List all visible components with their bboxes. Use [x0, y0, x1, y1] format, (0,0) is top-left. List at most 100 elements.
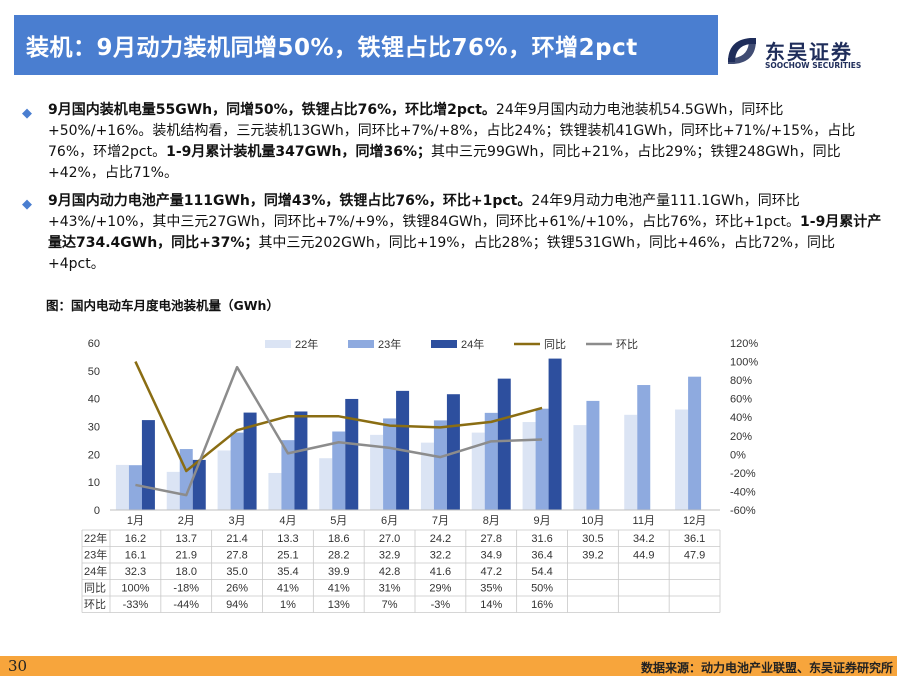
table-row-label: 24年 — [84, 564, 107, 578]
x-tick-label: 8月 — [483, 515, 500, 527]
bar-23年 — [128, 465, 142, 510]
y-right-tick-label: 40% — [730, 412, 752, 424]
y-right-tick-label: 0% — [730, 449, 746, 461]
y-right-tick-label: -60% — [730, 505, 756, 517]
bullet-item: ◆ 9月国内装机电量55GWh，同增50%，铁锂占比76%，环比增2pct。24… — [22, 100, 884, 184]
table-cell: 35.0 — [226, 566, 247, 578]
legend-label: 22年 — [295, 337, 318, 351]
table-cell: 31.6 — [531, 533, 552, 545]
bar-23年 — [637, 385, 651, 510]
bar-22年 — [115, 464, 129, 510]
line-同比 — [134, 361, 543, 473]
bullet-text: 24年9月动力电池产量111.1GWh，同环比+43%/+10%，其中三元27G… — [48, 193, 801, 230]
table-cell: 28.2 — [328, 550, 349, 562]
x-tick-label: 7月 — [432, 515, 449, 527]
logo-text-cn: 东吴证券 — [765, 40, 853, 64]
table-cell: 21.9 — [176, 550, 197, 562]
bar-24年 — [345, 398, 359, 510]
battery-installation-chart: 0 10 20 30 40 50 60 -60% -40% -20% 0% 20% 40% 60% 80% 1… — [81, 337, 758, 613]
table-row-label: 22年 — [84, 531, 107, 545]
table-cell: 36.4 — [531, 550, 552, 562]
table-cell: 35.4 — [277, 566, 298, 578]
x-tick-label: 6月 — [381, 515, 398, 527]
table-cell: 47.2 — [481, 566, 502, 578]
legend-swatch-22年 — [265, 340, 291, 348]
table-cell: 26% — [226, 583, 248, 595]
bar-22年 — [370, 434, 384, 510]
bar-24年 — [141, 420, 155, 510]
bar-24年 — [192, 459, 206, 510]
y-left-tick-label: 60 — [88, 338, 100, 350]
bullet-highlight: 1-9月累计产量达734.4GWh，同比+37%； — [48, 214, 882, 251]
y-left-tick-label: 50 — [88, 366, 100, 378]
table-cell: 25.1 — [277, 550, 298, 562]
brand-logo: 东吴证券 SOOCHOW SECURITIES — [725, 34, 885, 78]
soochow-logo-icon — [728, 38, 756, 64]
bar-23年 — [383, 418, 397, 510]
table-cell: 32.9 — [379, 550, 400, 562]
x-tick-label: 10月 — [581, 515, 604, 527]
table-cell: 27.8 — [481, 533, 502, 545]
table-cell: 16.1 — [125, 550, 146, 562]
table-cell: 27.8 — [226, 550, 247, 562]
table-cell: 32.2 — [430, 550, 451, 562]
bar-22年 — [522, 422, 536, 510]
table-cell: -18% — [173, 583, 199, 595]
legend-label: 24年 — [461, 337, 484, 351]
table-cell: 13.3 — [277, 533, 298, 545]
bar-22年 — [217, 450, 231, 510]
x-tick-label: 12月 — [683, 515, 706, 527]
table-cell: 34.2 — [633, 533, 654, 545]
bar-24年 — [497, 378, 511, 510]
footer-bar — [0, 656, 897, 676]
bar-22年 — [268, 472, 282, 510]
table-cell: 35% — [480, 583, 502, 595]
table-cell: 34.9 — [481, 550, 502, 562]
table-cell: 94% — [226, 599, 248, 611]
table-row-label: 23年 — [84, 548, 107, 562]
table-cell: 50% — [531, 583, 553, 595]
y-right-tick-label: 60% — [730, 394, 752, 406]
legend-swatch-23年 — [348, 340, 374, 348]
table-cell: -3% — [431, 599, 451, 611]
legend-label: 环比 — [616, 338, 638, 351]
bar-23年 — [535, 408, 549, 510]
bar-23年 — [179, 449, 193, 510]
table-cell: 13.7 — [176, 533, 197, 545]
y-right-tick-label: 120% — [730, 338, 758, 350]
bar-23年 — [332, 431, 346, 510]
logo-text-en: SOOCHOW SECURITIES — [765, 61, 862, 70]
diamond-bullet-icon: ◆ — [22, 197, 32, 212]
line-环比 — [135, 365, 543, 497]
bullet-text: 其中三元202GWh，同比+19%，占比28%；铁锂531GWh，同比+46%，… — [48, 235, 835, 272]
table-cell: 39.9 — [328, 566, 349, 578]
bar-23年 — [433, 420, 447, 510]
table-cell: 16.2 — [125, 533, 146, 545]
y-right-tick-label: 80% — [730, 375, 752, 387]
diamond-bullet-icon: ◆ — [22, 106, 32, 121]
bullet-highlight: 9月国内动力电池产量111GWh，同增43%，铁锂占比76%，环比+1pct。 — [48, 193, 532, 209]
table-row-label: 同比 — [84, 582, 106, 595]
bar-24年 — [243, 412, 257, 510]
table-cell: 100% — [121, 583, 149, 595]
table-cell: 7% — [382, 599, 398, 611]
bar-23年 — [586, 400, 600, 510]
y-right-tick-label: -20% — [730, 468, 756, 480]
table-cell: 27.0 — [379, 533, 400, 545]
bar-22年 — [471, 432, 485, 510]
table-row-label: 环比 — [84, 598, 106, 611]
y-right-tick-label: 100% — [730, 357, 758, 369]
table-cell: 24.2 — [430, 533, 451, 545]
x-tick-label: 9月 — [534, 515, 551, 527]
table-cell: 30.5 — [582, 533, 603, 545]
table-cell: 31% — [379, 583, 401, 595]
y-left-tick-label: 0 — [94, 505, 100, 517]
bar-24年 — [294, 411, 308, 510]
y-right-tick-label: 20% — [730, 431, 752, 443]
bullet-highlight: 1-9月累计装机量347GWh，同增36%； — [166, 144, 432, 160]
x-tick-label: 5月 — [330, 515, 347, 527]
table-cell: -33% — [123, 599, 149, 611]
bullet-list: ◆ 9月国内装机电量55GWh，同增50%，铁锂占比76%，环比增2pct。24… — [22, 100, 884, 282]
table-cell: 1% — [280, 599, 296, 611]
x-tick-label: 2月 — [178, 515, 195, 527]
